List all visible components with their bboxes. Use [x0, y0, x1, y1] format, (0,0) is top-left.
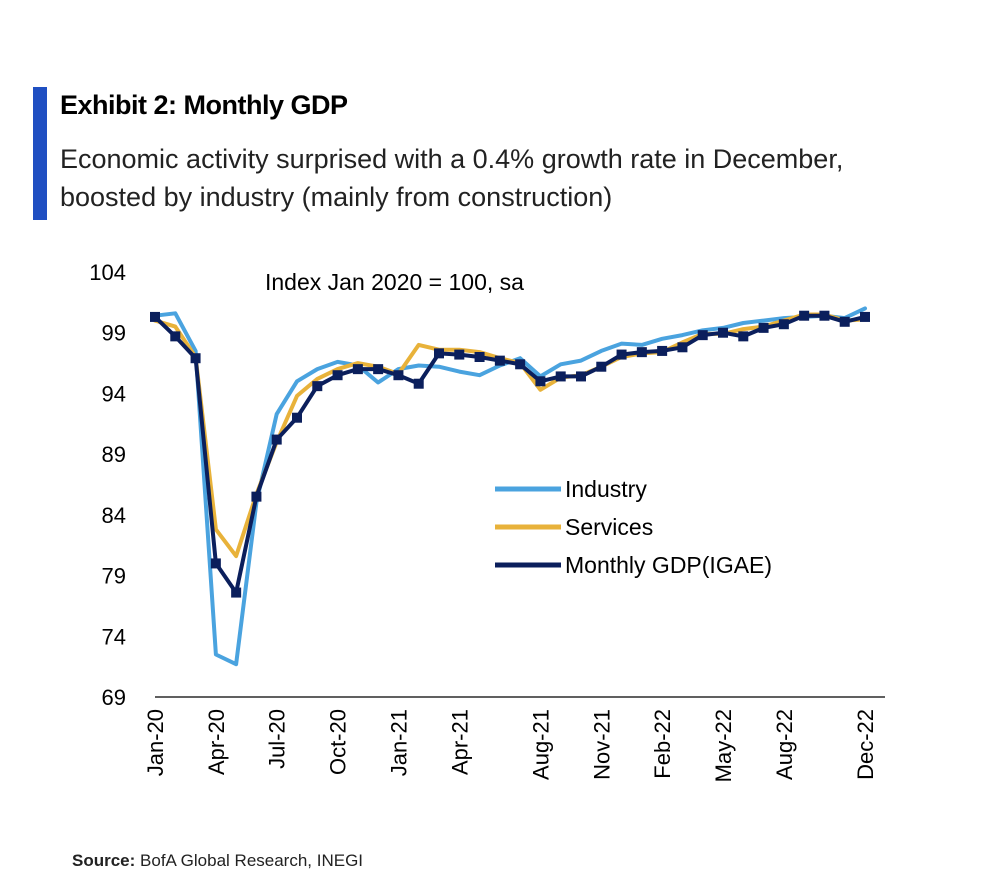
gdp-point: [636, 347, 647, 358]
gdp-point: [657, 345, 668, 356]
gdp-point: [413, 378, 424, 389]
gdp-point: [738, 331, 749, 342]
exhibit-subtitle: Economic activity surprised with a 0.4% …: [60, 140, 940, 216]
exhibit-title: Exhibit 2: Monthly GDP: [60, 90, 348, 120]
gdp-point: [373, 364, 384, 375]
gdp-point: [515, 359, 526, 370]
gdp-point: [839, 316, 850, 327]
gdp-point: [210, 558, 221, 569]
source-note: Source: BofA Global Research, INEGI: [72, 851, 363, 871]
x-tick-label: Aug-22: [772, 709, 797, 780]
source-text: BofA Global Research, INEGI: [140, 851, 364, 870]
gdp-point: [860, 311, 870, 322]
x-tick-label: Aug-21: [528, 709, 553, 780]
series-lines: [150, 306, 870, 667]
gdp-point: [170, 331, 181, 342]
chart-annotation: Index Jan 2020 = 100, sa: [265, 269, 524, 295]
gdp-point: [231, 587, 242, 598]
x-tick-label: May-22: [711, 709, 736, 782]
gdp-point: [251, 491, 262, 502]
gdp-point: [474, 352, 485, 362]
gdp-point: [494, 355, 505, 366]
gdp-point: [271, 434, 282, 445]
gdp-point: [393, 370, 404, 381]
x-tick-label: Jul-20: [265, 709, 290, 769]
gdp-point: [758, 322, 769, 333]
y-tick-label: 69: [102, 685, 126, 710]
gdp-point: [150, 311, 160, 322]
gdp-point: [677, 342, 688, 353]
y-tick-label: 74: [102, 624, 126, 649]
legend: Industry Services Monthly GDP(IGAE): [495, 476, 772, 578]
legend-label: Industry: [565, 476, 647, 502]
x-tick-label: Dec-22: [853, 709, 878, 780]
x-tick-label: Apr-20: [204, 709, 229, 775]
accent-bar: [33, 87, 47, 220]
y-tick-label: 84: [102, 503, 126, 528]
gdp-point: [292, 412, 302, 423]
legend-label: Monthly GDP(IGAE): [565, 552, 772, 578]
gdp-point: [576, 371, 586, 382]
gdp-point: [312, 381, 323, 392]
x-tick-label: Jan-21: [386, 709, 411, 776]
gdp-point: [718, 327, 728, 338]
source-label: Source:: [72, 851, 136, 870]
subtitle-line-2: boosted by industry (mainly from constru…: [60, 182, 613, 212]
gdp-point: [190, 353, 201, 364]
y-tick-label: 79: [102, 564, 126, 589]
x-tick-label: Jan-20: [143, 709, 168, 776]
x-tick-label: Apr-21: [447, 709, 472, 775]
gdp-point: [332, 370, 343, 381]
gdp-point: [535, 376, 546, 387]
gdp-point: [819, 310, 830, 321]
y-tick-label: 89: [102, 442, 126, 467]
y-tick-label: 99: [102, 321, 126, 346]
gdp-point: [352, 364, 363, 375]
gdp-point: [778, 319, 789, 330]
subtitle-line-1: Economic activity surprised with a 0.4% …: [60, 144, 844, 174]
axes: 69 74 79 84 89 94 99 104 Jan-20 Apr-20 Jul-20 Oct-2…: [89, 260, 885, 782]
gdp-point: [434, 348, 444, 359]
x-tick-label: Oct-20: [326, 709, 351, 775]
gdp-point: [697, 330, 708, 341]
gdp-point: [799, 310, 810, 321]
y-tick-label: 104: [89, 260, 126, 285]
x-tick-label: Nov-21: [589, 709, 614, 780]
gdp-point: [555, 371, 566, 382]
gdp-point: [616, 349, 627, 360]
legend-label: Services: [565, 514, 653, 540]
x-tick-label: Feb-22: [650, 709, 675, 779]
series-line-services: [153, 312, 867, 559]
gdp-point: [596, 361, 607, 372]
y-tick-label: 94: [102, 381, 126, 406]
gdp-point: [454, 349, 465, 360]
